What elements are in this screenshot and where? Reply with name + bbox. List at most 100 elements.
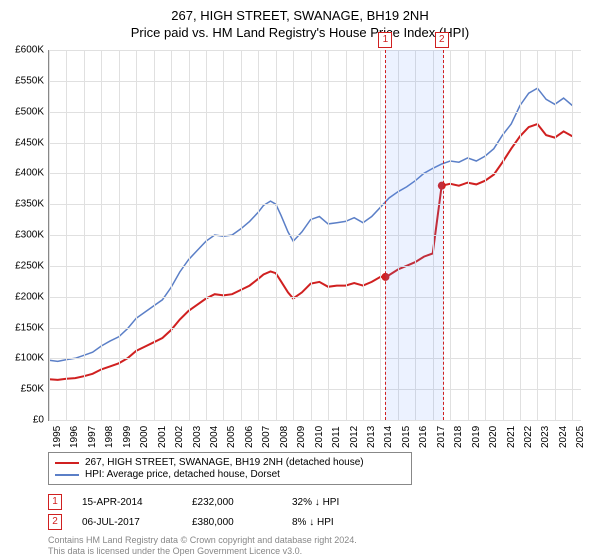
gridline-v (537, 50, 538, 420)
x-tick-label: 2000 (139, 426, 150, 448)
x-tick-label: 2012 (349, 426, 360, 448)
x-tick-label: 2006 (244, 426, 255, 448)
y-tick-label: £300K (2, 230, 44, 241)
gridline-v (450, 50, 451, 420)
gridline-v (346, 50, 347, 420)
legend-label-hpi: HPI: Average price, detached house, Dors… (85, 469, 280, 480)
chart-marker-2: 2 (435, 32, 449, 48)
y-tick-label: £450K (2, 137, 44, 148)
gridline-v (363, 50, 364, 420)
sale-delta-2: 8% ↓ HPI (292, 517, 334, 528)
x-tick-label: 2021 (506, 426, 517, 448)
gridline-v (223, 50, 224, 420)
gridline-v (119, 50, 120, 420)
x-tick-label: 2016 (418, 426, 429, 448)
gridline-h (49, 328, 581, 329)
gridline-v (503, 50, 504, 420)
legend-row-hpi: HPI: Average price, detached house, Dors… (55, 469, 405, 480)
x-tick-label: 2007 (261, 426, 272, 448)
highlight-band (385, 50, 443, 420)
legend: 267, HIGH STREET, SWANAGE, BH19 2NH (det… (48, 452, 412, 485)
sale-row-1: 1 15-APR-2014 £232,000 32% ↓ HPI (48, 494, 339, 510)
gridline-h (49, 173, 581, 174)
footer-line-1: Contains HM Land Registry data © Crown c… (48, 535, 357, 546)
x-tick-label: 2015 (401, 426, 412, 448)
gridline-h (49, 389, 581, 390)
y-tick-label: £350K (2, 199, 44, 210)
x-tick-label: 2014 (383, 426, 394, 448)
x-tick-label: 2010 (314, 426, 325, 448)
gridline-v (468, 50, 469, 420)
y-tick-label: £400K (2, 168, 44, 179)
x-tick-label: 1997 (87, 426, 98, 448)
x-tick-label: 2002 (174, 426, 185, 448)
gridline-v (189, 50, 190, 420)
footer-line-2: This data is licensed under the Open Gov… (48, 546, 357, 557)
chart-title-block: 267, HIGH STREET, SWANAGE, BH19 2NH Pric… (0, 0, 600, 42)
gridline-v (154, 50, 155, 420)
gridline-v (206, 50, 207, 420)
sale-date-2: 06-JUL-2017 (82, 517, 192, 528)
gridline-h (49, 204, 581, 205)
x-tick-label: 1995 (52, 426, 63, 448)
x-tick-label: 2018 (453, 426, 464, 448)
x-tick-label: 2024 (558, 426, 569, 448)
title-line-1: 267, HIGH STREET, SWANAGE, BH19 2NH (0, 8, 600, 25)
gridline-v (485, 50, 486, 420)
gridline-v (101, 50, 102, 420)
gridline-v (276, 50, 277, 420)
gridline-v (136, 50, 137, 420)
sale-marker-2: 2 (48, 514, 62, 530)
legend-swatch-property (55, 462, 79, 464)
gridline-v (520, 50, 521, 420)
x-tick-label: 1998 (104, 426, 115, 448)
sale-date-1: 15-APR-2014 (82, 497, 192, 508)
y-tick-label: £200K (2, 291, 44, 302)
gridline-h (49, 297, 581, 298)
gridline-v (380, 50, 381, 420)
x-tick-label: 2008 (279, 426, 290, 448)
gridline-h (49, 50, 581, 51)
gridline-h (49, 266, 581, 267)
y-tick-label: £500K (2, 106, 44, 117)
gridline-v (555, 50, 556, 420)
gridline-v (293, 50, 294, 420)
sale-price-1: £232,000 (192, 497, 292, 508)
x-tick-label: 2019 (471, 426, 482, 448)
sale-row-2: 2 06-JUL-2017 £380,000 8% ↓ HPI (48, 514, 334, 530)
gridline-v (171, 50, 172, 420)
gridline-h (49, 143, 581, 144)
x-tick-label: 2004 (209, 426, 220, 448)
gridline-h (49, 420, 581, 421)
x-tick-label: 2022 (523, 426, 534, 448)
chart-plot-area: 12 (48, 50, 581, 421)
gridline-v (328, 50, 329, 420)
x-tick-label: 2009 (296, 426, 307, 448)
x-tick-label: 2001 (157, 426, 168, 448)
sale-marker-1: 1 (48, 494, 62, 510)
footer: Contains HM Land Registry data © Crown c… (48, 535, 357, 557)
gridline-v (241, 50, 242, 420)
x-tick-label: 2005 (226, 426, 237, 448)
gridline-v (311, 50, 312, 420)
x-tick-label: 2011 (331, 426, 342, 448)
gridline-h (49, 235, 581, 236)
gridline-v (84, 50, 85, 420)
chart-marker-1: 1 (378, 32, 392, 48)
title-line-2: Price paid vs. HM Land Registry's House … (0, 25, 600, 42)
x-tick-label: 2025 (575, 426, 586, 448)
gridline-h (49, 81, 581, 82)
legend-label-property: 267, HIGH STREET, SWANAGE, BH19 2NH (det… (85, 457, 364, 468)
y-tick-label: £250K (2, 260, 44, 271)
x-tick-label: 2017 (436, 426, 447, 448)
legend-swatch-hpi (55, 474, 79, 476)
y-tick-label: £150K (2, 322, 44, 333)
x-tick-label: 2013 (366, 426, 377, 448)
y-tick-label: £0 (2, 415, 44, 426)
gridline-v (258, 50, 259, 420)
legend-row-property: 267, HIGH STREET, SWANAGE, BH19 2NH (det… (55, 457, 405, 468)
y-tick-label: £50K (2, 384, 44, 395)
y-tick-label: £600K (2, 45, 44, 56)
y-tick-label: £550K (2, 75, 44, 86)
y-tick-label: £100K (2, 353, 44, 364)
